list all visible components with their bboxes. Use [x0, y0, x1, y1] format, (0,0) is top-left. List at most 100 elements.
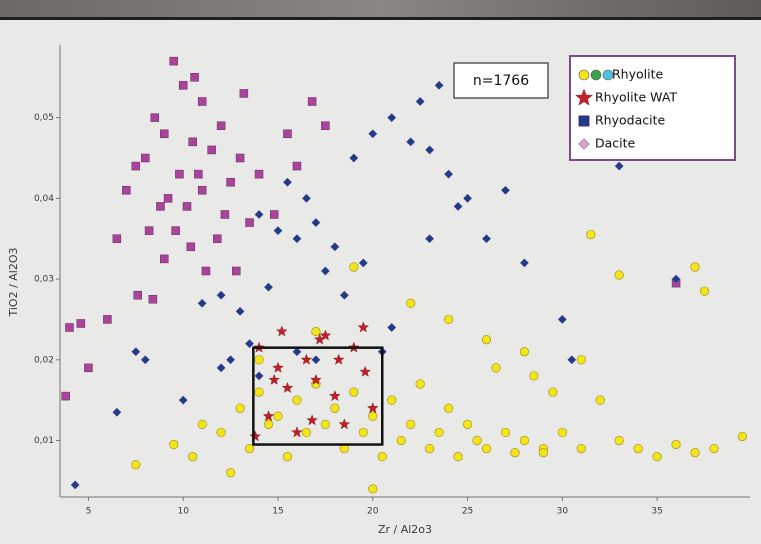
point — [710, 444, 719, 453]
point — [463, 194, 471, 202]
y-tick-label: 0,04 — [34, 194, 54, 204]
point — [312, 327, 321, 336]
point — [520, 347, 529, 356]
point — [141, 356, 149, 364]
point — [293, 396, 302, 405]
point — [187, 243, 195, 251]
point — [264, 420, 273, 429]
point — [435, 428, 444, 437]
point — [615, 162, 623, 170]
point — [160, 130, 168, 138]
point — [425, 444, 434, 453]
point — [360, 366, 370, 376]
point — [283, 452, 292, 461]
point — [492, 364, 501, 373]
point — [263, 411, 273, 421]
banner-edge — [0, 17, 761, 20]
top-banner — [0, 0, 761, 18]
point — [302, 428, 311, 437]
point — [577, 444, 586, 453]
x-tick-label: 15 — [272, 507, 283, 517]
point — [321, 420, 330, 429]
x-tick-label: 25 — [462, 507, 473, 517]
y-axis-title: TiO2 / Al2O3 — [7, 247, 20, 317]
point — [232, 267, 240, 275]
point — [301, 354, 312, 364]
point — [463, 420, 472, 429]
y-tick-label: 0,02 — [34, 355, 54, 365]
point — [369, 130, 377, 138]
point — [132, 162, 140, 170]
point — [586, 230, 595, 239]
point — [202, 267, 210, 275]
point — [406, 420, 415, 429]
point — [132, 460, 141, 469]
point — [71, 481, 79, 489]
point — [568, 356, 576, 364]
point — [183, 202, 191, 210]
legend-icon — [579, 116, 589, 126]
point — [520, 436, 529, 445]
point — [691, 263, 700, 272]
point — [122, 186, 130, 194]
point — [160, 255, 168, 263]
point — [283, 178, 291, 186]
point — [359, 428, 368, 437]
point — [368, 485, 377, 494]
point — [188, 452, 197, 461]
point — [359, 259, 367, 267]
point — [406, 138, 414, 146]
point — [397, 436, 406, 445]
point — [511, 448, 520, 457]
point — [738, 432, 747, 441]
point — [321, 267, 329, 275]
point — [425, 146, 433, 154]
point — [198, 420, 207, 429]
x-tick-label: 35 — [651, 507, 662, 517]
point — [191, 73, 199, 81]
point — [227, 178, 235, 186]
point — [700, 287, 709, 296]
point — [368, 412, 377, 421]
point — [615, 271, 624, 280]
point — [198, 186, 206, 194]
point — [255, 388, 264, 397]
point — [103, 315, 111, 323]
point — [293, 162, 301, 170]
point — [217, 122, 225, 130]
point — [520, 259, 528, 267]
point — [274, 226, 282, 234]
point — [149, 295, 157, 303]
point — [156, 202, 164, 210]
legend-label: Rhyolite WAT — [595, 90, 677, 105]
point — [691, 448, 700, 457]
point — [255, 372, 263, 380]
point — [307, 415, 317, 425]
point — [501, 428, 510, 437]
legend-label: Rhyolite — [612, 67, 663, 82]
point — [339, 419, 350, 429]
x-tick-label: 10 — [177, 507, 189, 517]
point — [558, 315, 566, 323]
point — [444, 404, 453, 413]
point — [113, 408, 121, 416]
point — [501, 186, 509, 194]
point — [425, 235, 433, 243]
point — [331, 404, 340, 413]
y-tick-label: 0,01 — [34, 436, 54, 446]
point — [292, 427, 303, 437]
point — [482, 235, 490, 243]
point — [293, 235, 301, 243]
point — [198, 98, 206, 106]
point — [236, 307, 244, 315]
point — [596, 396, 605, 405]
legend-label: Rhyodacite — [595, 113, 665, 128]
point — [213, 235, 221, 243]
point — [530, 372, 539, 381]
point — [634, 444, 643, 453]
point — [330, 391, 341, 401]
point — [558, 428, 567, 437]
point — [454, 202, 462, 210]
point — [255, 170, 263, 178]
point — [388, 113, 396, 121]
